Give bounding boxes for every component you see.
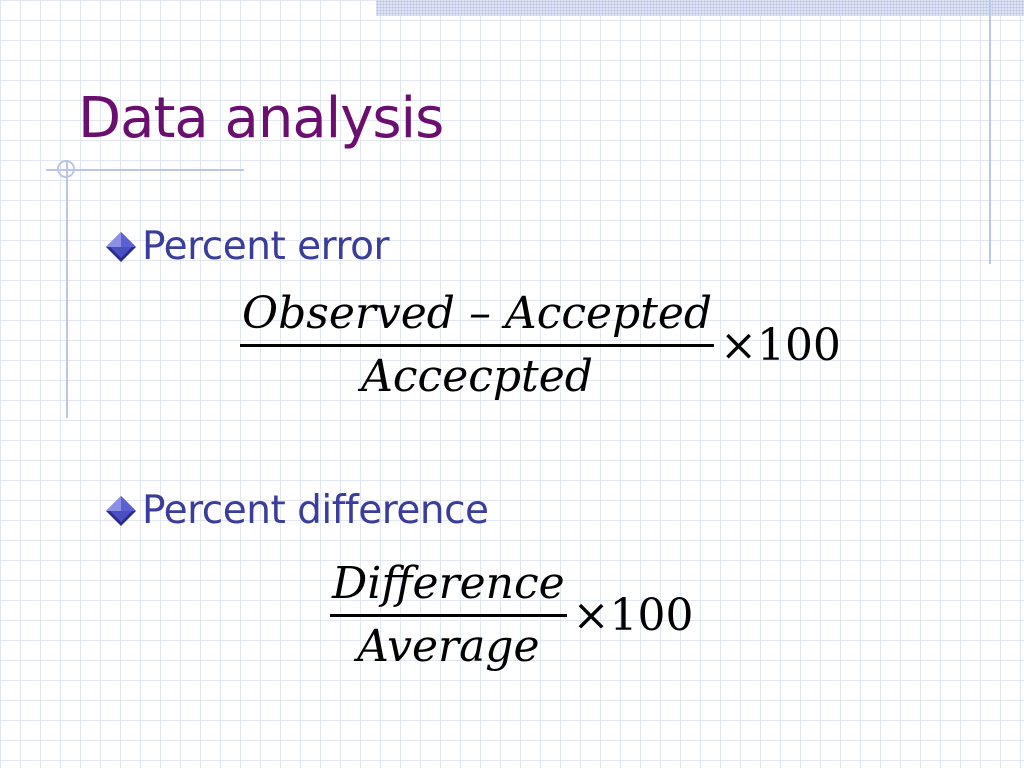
right-vertical-rule bbox=[989, 0, 991, 264]
rule-circle-ornament bbox=[57, 160, 75, 178]
bullet-percent-difference: Percent difference bbox=[104, 488, 489, 533]
diamond-bullet-icon bbox=[106, 495, 136, 526]
bullet-label: Percent error bbox=[142, 224, 390, 269]
bullet-label: Percent difference bbox=[142, 488, 489, 533]
left-vertical-rule bbox=[66, 160, 68, 418]
fraction-bar bbox=[240, 344, 715, 348]
percent-difference-fraction: Difference Average bbox=[330, 558, 567, 673]
diamond-bullet-icon bbox=[106, 231, 136, 262]
percent-error-formula: Observed – Accepted Accecpted ×100 bbox=[240, 288, 841, 403]
formula-numerator: Observed – Accepted bbox=[242, 288, 713, 339]
formula-denominator: Average bbox=[357, 621, 540, 673]
percent-error-fraction: Observed – Accepted Accecpted bbox=[240, 288, 715, 403]
formula-numerator: Difference bbox=[332, 558, 565, 609]
formula-multiplier: ×100 bbox=[720, 320, 841, 372]
slide-title: Data analysis bbox=[78, 86, 444, 151]
formula-denominator: Accecpted bbox=[361, 351, 593, 403]
percent-difference-formula: Difference Average ×100 bbox=[330, 558, 694, 673]
top-decorative-band bbox=[376, 0, 1024, 16]
bullet-percent-error: Percent error bbox=[104, 224, 390, 269]
formula-multiplier: ×100 bbox=[572, 590, 694, 642]
fraction-bar bbox=[330, 614, 567, 618]
title-underline-rule bbox=[46, 169, 244, 171]
